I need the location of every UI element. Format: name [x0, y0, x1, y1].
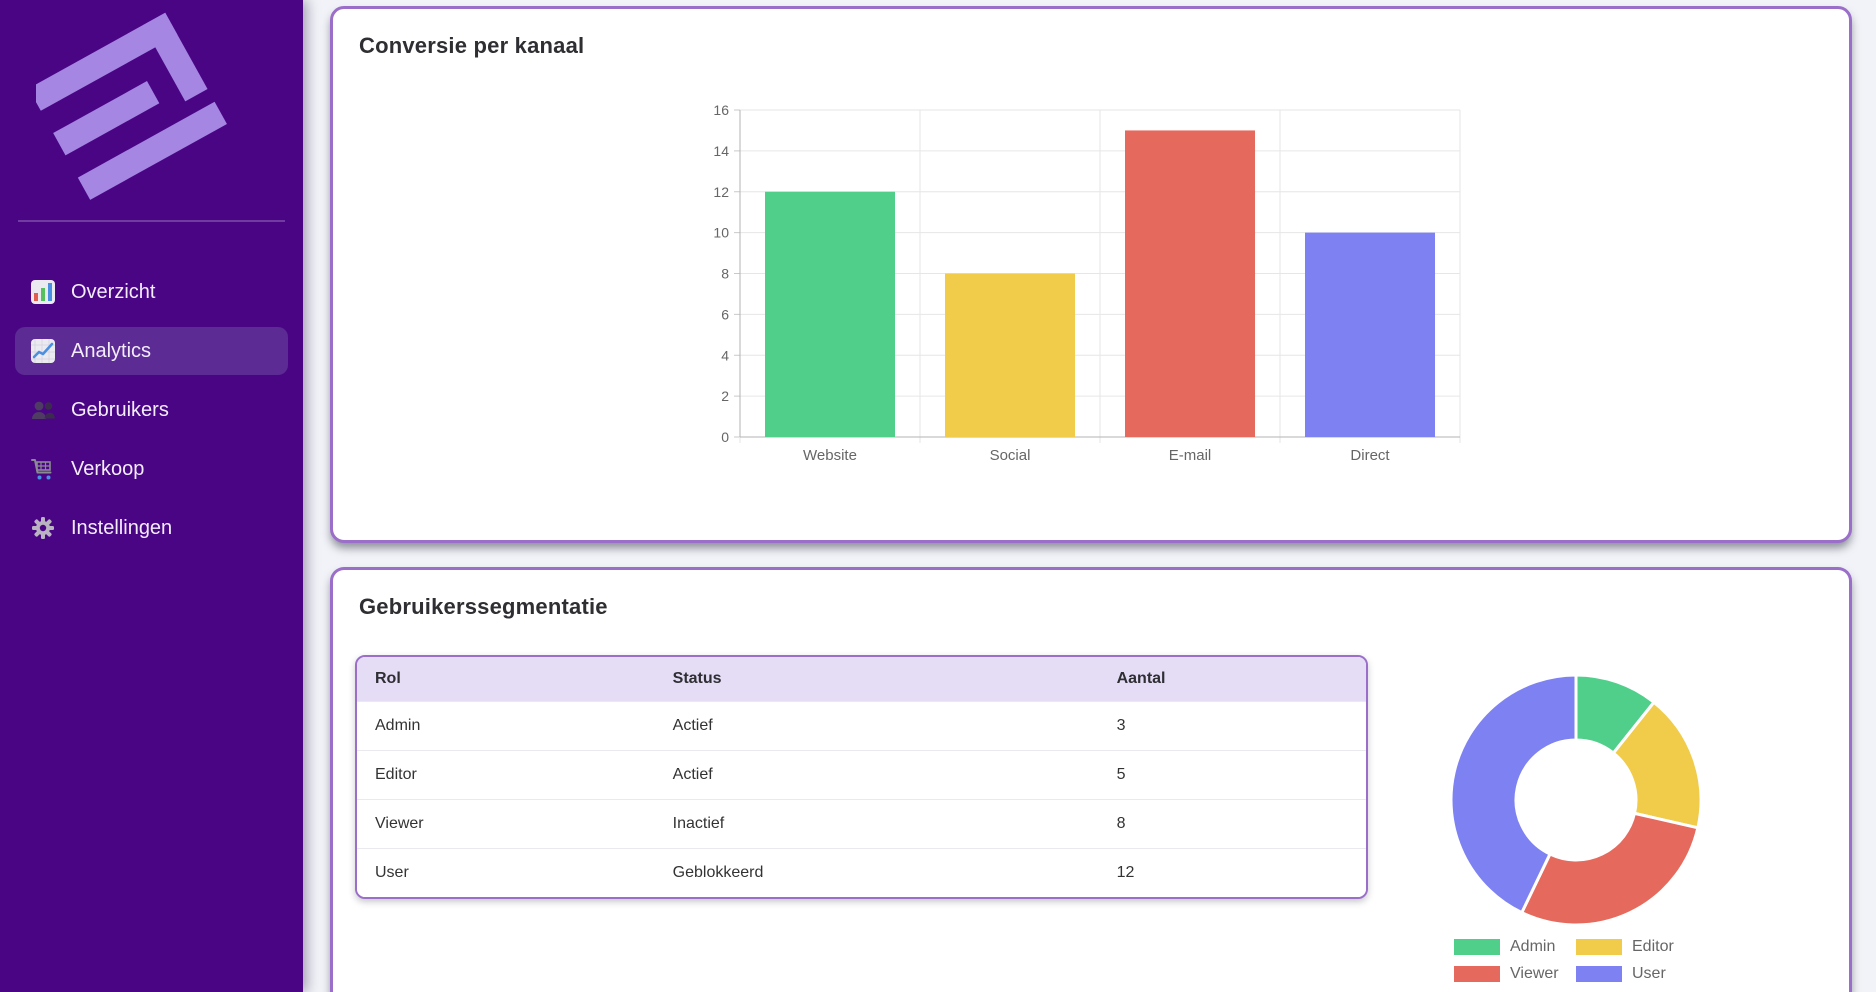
legend-label: Viewer [1510, 965, 1559, 982]
table-row: Viewer Inactief 8 [357, 799, 1366, 849]
svg-text:14: 14 [713, 143, 729, 159]
main-content: Conversie per kanaal 0 2 4 6 8 10 12 14 16 Websit… [303, 0, 1876, 992]
bar-direct [1305, 232, 1435, 437]
table-cell: Inactief [654, 799, 1099, 849]
svg-text:4: 4 [721, 347, 729, 363]
brand-logo [0, 0, 303, 210]
table-row: Admin Actief 3 [357, 701, 1366, 751]
donut-chart [1449, 673, 1703, 927]
table-cell: 3 [1098, 701, 1366, 751]
svg-text:E-mail: E-mail [1169, 447, 1212, 464]
legend-item-editor: Editor [1576, 938, 1698, 956]
svg-text:10: 10 [713, 225, 729, 241]
column-header: Rol [357, 657, 655, 702]
svg-text:Direct: Direct [1350, 447, 1390, 464]
svg-text:Social: Social [990, 447, 1031, 464]
segmentation-table-wrap: Rol Status Aantal Admin Actief 3 Editor Actief 5… [355, 655, 1368, 899]
sidebar-item-overzicht[interactable]: Overzicht [15, 268, 288, 316]
table-cell: 8 [1098, 799, 1366, 849]
column-header: Status [654, 657, 1099, 702]
sidebar-item-analytics[interactable]: Analytics [15, 327, 288, 375]
gear-icon [30, 515, 56, 541]
legend-swatch [1454, 966, 1500, 982]
users-icon [30, 397, 56, 423]
table-row: User Geblokkeerd 12 [357, 848, 1366, 897]
legend-swatch [1454, 939, 1500, 955]
segmentation-card-title: Gebruikerssegmentatie [359, 594, 608, 619]
donut-slice-editor [1611, 700, 1703, 830]
bar-e-mail [1125, 130, 1255, 437]
table-cell: 12 [1098, 848, 1366, 897]
legend-item-viewer: Viewer [1454, 965, 1576, 983]
legend-swatch [1576, 939, 1622, 955]
sidebar-divider [18, 220, 285, 222]
table-cell: Geblokkeerd [654, 848, 1099, 897]
sidebar: Overzicht Analytics Gebruikers Verkoop Inste… [0, 0, 303, 992]
sidebar-nav: Overzicht Analytics Gebruikers Verkoop Inste… [0, 268, 303, 552]
donut-legend: Admin Editor Viewer User [1428, 938, 1724, 983]
sidebar-item-label: Verkoop [71, 457, 145, 480]
sidebar-item-verkoop[interactable]: Verkoop [15, 445, 288, 493]
sidebar-item-instellingen[interactable]: Instellingen [15, 504, 288, 552]
bar-social [945, 273, 1075, 437]
sidebar-item-label: Overzicht [71, 280, 156, 303]
bar-website [765, 191, 895, 437]
line-chart-icon [30, 338, 56, 364]
bar-chart-icon [30, 279, 56, 305]
segmentation-card: Gebruikerssegmentatie Rol Status Aantal Adm… [330, 567, 1852, 992]
sidebar-item-label: Analytics [71, 339, 152, 362]
table-row: Editor Actief 5 [357, 750, 1366, 800]
conversion-card-title: Conversie per kanaal [359, 33, 585, 58]
svg-text:6: 6 [721, 306, 729, 322]
legend-swatch [1576, 966, 1622, 982]
table-cell: Actief [654, 750, 1099, 800]
legend-label: Admin [1510, 938, 1556, 955]
svg-text:0: 0 [721, 429, 729, 445]
table-cell: Admin [357, 701, 655, 751]
legend-label: User [1632, 965, 1666, 982]
donut-slice-user [1449, 673, 1578, 915]
conversion-card: Conversie per kanaal 0 2 4 6 8 10 12 14 16 Websit… [330, 6, 1852, 543]
table-cell: Viewer [357, 799, 655, 849]
legend-item-user: User [1576, 965, 1698, 983]
legend-item-admin: Admin [1454, 938, 1576, 956]
svg-text:8: 8 [721, 266, 729, 282]
sidebar-item-label: Instellingen [71, 516, 173, 539]
sidebar-item-label: Gebruikers [71, 398, 169, 421]
svg-text:12: 12 [713, 184, 729, 200]
table-cell: Actief [654, 701, 1099, 751]
legend-label: Editor [1632, 938, 1674, 955]
segmentation-table: Rol Status Aantal Admin Actief 3 Editor Actief 5… [357, 657, 1366, 897]
column-header: Aantal [1098, 657, 1366, 702]
table-cell: Editor [357, 750, 655, 800]
table-cell: User [357, 848, 655, 897]
brand-logo-icon [36, 12, 227, 200]
bar-chart: 0 2 4 6 8 10 12 14 16 Website Social E-mail Direct [713, 102, 1461, 464]
cart-icon [30, 456, 56, 482]
svg-text:Website: Website [803, 447, 857, 464]
donut-slice-viewer [1520, 811, 1700, 927]
svg-text:2: 2 [721, 388, 729, 404]
svg-text:16: 16 [713, 102, 729, 118]
sidebar-item-gebruikers[interactable]: Gebruikers [15, 386, 288, 434]
table-cell: 5 [1098, 750, 1366, 800]
table-header-row: Rol Status Aantal [357, 657, 1366, 702]
